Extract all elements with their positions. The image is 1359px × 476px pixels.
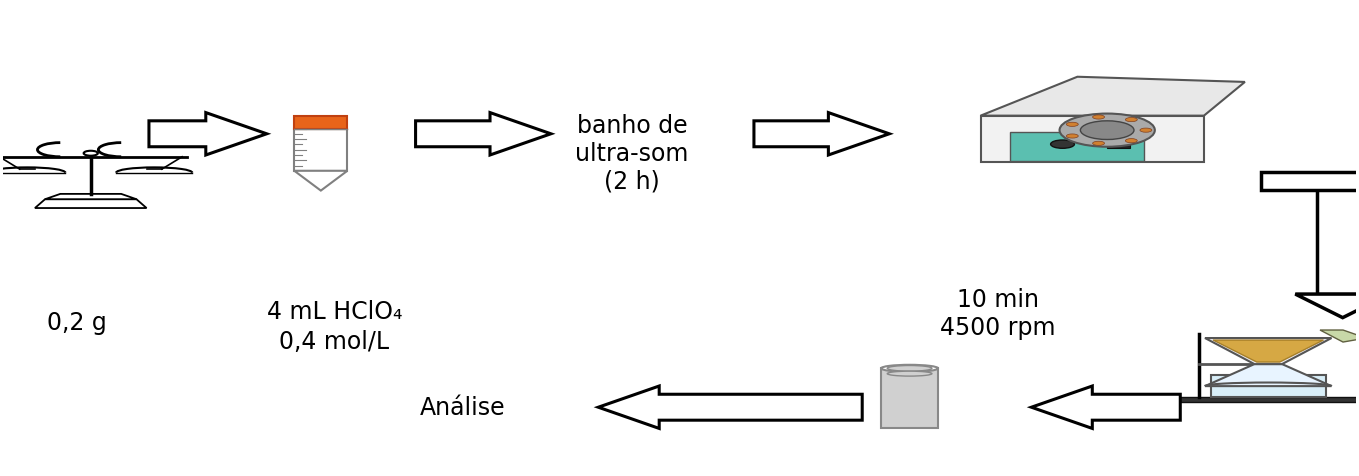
Polygon shape [45, 195, 136, 200]
Circle shape [1125, 139, 1137, 143]
Circle shape [1093, 142, 1105, 146]
Circle shape [1080, 121, 1133, 140]
Polygon shape [1031, 386, 1180, 428]
Text: 4 mL HClO₄: 4 mL HClO₄ [266, 299, 402, 323]
Circle shape [1125, 119, 1137, 122]
Text: Análise: Análise [420, 396, 506, 419]
Ellipse shape [887, 371, 932, 377]
Circle shape [1051, 141, 1075, 149]
Polygon shape [598, 386, 862, 428]
Polygon shape [416, 113, 550, 156]
Text: 0,4 mol/L: 0,4 mol/L [280, 329, 390, 354]
Circle shape [1140, 129, 1152, 133]
Polygon shape [981, 78, 1245, 117]
Polygon shape [754, 113, 889, 156]
Polygon shape [295, 171, 348, 191]
Polygon shape [1214, 340, 1324, 362]
Bar [1165, 397, 1359, 402]
Bar [1108, 144, 1129, 149]
Polygon shape [1205, 338, 1332, 364]
Bar [1261, 173, 1359, 190]
Polygon shape [1320, 330, 1359, 342]
Bar [881, 368, 938, 428]
Text: 10 min
4500 rpm: 10 min 4500 rpm [940, 288, 1056, 339]
Circle shape [1067, 123, 1078, 127]
Polygon shape [149, 113, 266, 156]
Ellipse shape [887, 366, 932, 371]
Circle shape [1067, 135, 1078, 139]
Bar [1011, 133, 1144, 161]
Bar [295, 129, 348, 171]
Text: 0,2 g: 0,2 g [48, 311, 107, 335]
Bar [981, 117, 1204, 163]
Bar [295, 117, 348, 129]
Bar [1317, 181, 1359, 295]
Circle shape [1093, 116, 1105, 120]
Polygon shape [35, 200, 147, 208]
Circle shape [1060, 114, 1155, 148]
Polygon shape [1205, 364, 1332, 387]
Ellipse shape [881, 365, 938, 372]
Polygon shape [1295, 295, 1359, 318]
Circle shape [84, 151, 98, 157]
Bar [1211, 376, 1326, 397]
Text: banho de
ultra-som
(2 h): banho de ultra-som (2 h) [575, 114, 689, 193]
